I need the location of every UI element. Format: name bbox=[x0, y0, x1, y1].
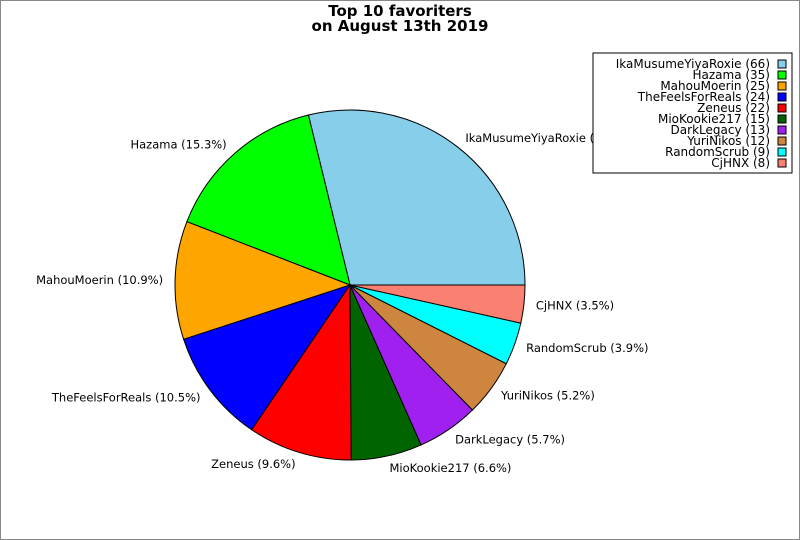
pie-label-hazama: Hazama (15.3%) bbox=[130, 137, 226, 151]
pie-label-cjhnx: CjHNX (3.5%) bbox=[536, 299, 614, 313]
pie-label-darklegacy: DarkLegacy (5.7%) bbox=[455, 433, 565, 447]
pie-slice-zeneus bbox=[250, 283, 352, 461]
pie-label-miokookie217: MioKookie217 (6.6%) bbox=[390, 461, 512, 475]
legend-label-mahoumoerin: MahouMoerin (25) bbox=[660, 79, 770, 93]
pie-label-zeneus: Zeneus (9.6%) bbox=[211, 457, 295, 471]
legend-swatch-mahoumoerin bbox=[777, 81, 787, 91]
pie-slice-mahoumoerin bbox=[174, 221, 352, 340]
pie-label-randomscrub: RandomScrub (3.9%) bbox=[526, 341, 648, 355]
legend-swatch-hazama bbox=[777, 70, 787, 80]
legend-swatch-randomscrub bbox=[777, 147, 787, 157]
legend-swatch-darklegacy bbox=[777, 125, 787, 135]
legend-label-ikamusumeyiyaroxie: IkaMusumeYiyaRoxie (66) bbox=[616, 57, 770, 71]
pie-slice-cjhnx bbox=[349, 284, 526, 324]
legend-label-randomscrub: RandomScrub (9) bbox=[665, 145, 770, 159]
legend-label-thefeelsforreals: TheFeelsForReals (24) bbox=[637, 90, 770, 104]
legend-swatch-miokookie217 bbox=[777, 114, 787, 124]
legend-label-zeneus: Zeneus (22) bbox=[697, 101, 770, 115]
legend-items: IkaMusumeYiyaRoxie (66)Hazama (35)MahouM… bbox=[616, 57, 787, 170]
legend-box bbox=[592, 52, 793, 174]
legend-label-miokookie217: MioKookie217 (15) bbox=[658, 112, 770, 126]
pie-label-thefeelsforreals: TheFeelsForReals (10.5%) bbox=[51, 390, 201, 404]
chart-title-line-2: on August 13th 2019 bbox=[312, 17, 489, 35]
legend-swatch-thefeelsforreals bbox=[777, 92, 787, 102]
legend-swatch-yurinikos bbox=[777, 136, 787, 146]
pie-slice-hazama bbox=[186, 114, 351, 286]
pie-label-mahoumoerin: MahouMoerin (10.9%) bbox=[36, 273, 163, 287]
legend-swatch-cjhnx bbox=[777, 158, 787, 168]
legend-swatch-zeneus bbox=[777, 103, 787, 113]
pie-slice-thefeelsforreals bbox=[183, 284, 352, 431]
pie-slice-ikamusumeyiyaroxie bbox=[307, 109, 526, 286]
chart-title-line-1: Top 10 favoriters bbox=[328, 2, 472, 20]
legend: IkaMusumeYiyaRoxie (66)Hazama (35)MahouM… bbox=[592, 52, 793, 174]
pie-label-yurinikos: YuriNikos (5.2%) bbox=[500, 388, 595, 402]
legend-label-hazama: Hazama (35) bbox=[692, 68, 770, 82]
legend-label-darklegacy: DarkLegacy (13) bbox=[671, 123, 770, 137]
legend-swatch-ikamusumeyiyaroxie bbox=[777, 59, 787, 69]
pie-slices bbox=[174, 109, 526, 461]
legend-label-cjhnx: CjHNX (8) bbox=[711, 156, 770, 170]
legend-label-yurinikos: YuriNikos (12) bbox=[686, 134, 770, 148]
